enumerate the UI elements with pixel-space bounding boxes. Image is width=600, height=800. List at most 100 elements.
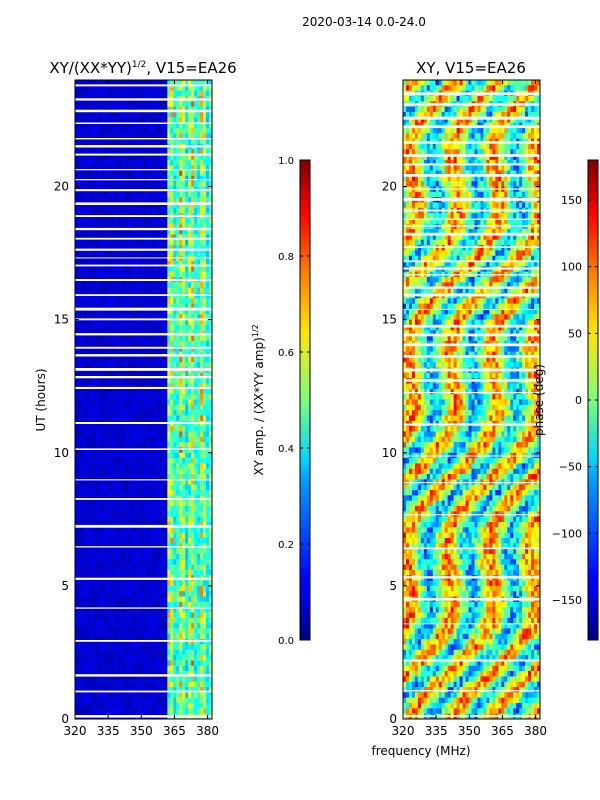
heatmap-cell bbox=[89, 644, 94, 651]
heatmap-cell bbox=[179, 458, 183, 464]
heatmap-cell bbox=[119, 111, 124, 118]
heatmap-cell bbox=[206, 468, 210, 475]
heatmap-cell bbox=[167, 426, 171, 432]
heatmap-cell bbox=[164, 447, 168, 454]
heatmap-cell bbox=[104, 479, 109, 486]
heatmap-cell bbox=[197, 106, 201, 113]
heatmap-cell bbox=[176, 362, 180, 368]
heatmap-cell bbox=[191, 335, 195, 342]
heatmap-cell bbox=[101, 80, 106, 86]
heatmap-cell bbox=[200, 644, 204, 651]
heatmap-cell bbox=[149, 474, 153, 480]
heatmap-cell bbox=[200, 410, 204, 416]
heatmap-cell bbox=[125, 229, 130, 235]
heatmap-cell bbox=[98, 436, 103, 443]
heatmap-cell bbox=[209, 218, 212, 225]
heatmap-cell bbox=[203, 250, 207, 257]
heatmap-cell bbox=[125, 372, 130, 379]
heatmap-cell bbox=[173, 532, 177, 539]
heatmap-cell bbox=[86, 506, 91, 512]
heatmap-cell bbox=[185, 218, 189, 225]
heatmap-cell bbox=[164, 388, 168, 395]
heatmap-cell bbox=[164, 308, 168, 315]
heatmap-cell bbox=[119, 314, 124, 321]
heatmap-cell bbox=[167, 218, 171, 225]
heatmap-cell bbox=[83, 490, 88, 496]
heatmap-cell bbox=[128, 335, 132, 342]
heatmap-cell bbox=[104, 122, 109, 129]
heatmap-cell bbox=[77, 585, 82, 592]
heatmap-cell bbox=[185, 399, 189, 406]
heatmap-cell bbox=[170, 239, 174, 246]
heatmap-cell bbox=[170, 633, 174, 640]
heatmap-cell bbox=[107, 479, 112, 486]
heatmap-cell bbox=[203, 516, 207, 523]
heatmap-cell bbox=[143, 170, 147, 177]
heatmap-cell bbox=[83, 245, 88, 251]
heatmap-cell bbox=[206, 314, 210, 321]
heatmap-cell bbox=[140, 303, 144, 310]
heatmap-cell bbox=[134, 404, 138, 411]
heatmap-cell bbox=[164, 649, 168, 656]
heatmap-cell bbox=[188, 127, 192, 134]
heatmap-cell bbox=[209, 271, 212, 278]
heatmap-cell bbox=[203, 591, 207, 597]
heatmap-cell bbox=[158, 191, 162, 198]
heatmap-cell bbox=[185, 537, 189, 544]
heatmap-cell bbox=[134, 532, 138, 539]
heatmap-cell bbox=[194, 548, 198, 555]
heatmap-cell bbox=[80, 452, 85, 459]
heatmap-cell bbox=[182, 596, 186, 603]
heatmap-cell bbox=[164, 117, 168, 124]
heatmap-cell bbox=[98, 655, 103, 661]
heatmap-cell bbox=[197, 127, 201, 134]
heatmap-cell bbox=[200, 394, 204, 400]
heatmap-cell bbox=[194, 314, 198, 321]
heatmap-cell bbox=[128, 197, 132, 203]
heatmap-cell bbox=[152, 133, 156, 139]
heatmap-cell bbox=[98, 564, 103, 571]
heatmap-cell bbox=[182, 415, 186, 422]
heatmap-cell bbox=[83, 532, 88, 539]
heatmap-cell bbox=[152, 452, 156, 459]
heatmap-cell bbox=[128, 564, 132, 571]
heatmap-cell bbox=[86, 202, 91, 209]
heatmap-cell bbox=[89, 90, 94, 97]
heatmap-cell bbox=[125, 271, 130, 278]
heatmap-cell bbox=[146, 250, 150, 257]
heatmap-cell bbox=[143, 580, 147, 587]
heatmap-cell bbox=[146, 447, 150, 454]
heatmap-cell bbox=[173, 159, 177, 166]
heatmap-cell bbox=[197, 410, 201, 416]
heatmap-cell bbox=[191, 633, 195, 640]
heatmap-cell bbox=[188, 165, 192, 171]
heatmap-cell bbox=[77, 399, 82, 406]
heatmap-cell bbox=[197, 218, 201, 225]
heatmap-cell bbox=[119, 612, 124, 619]
heatmap-cell bbox=[197, 468, 201, 475]
heatmap-cell bbox=[80, 490, 85, 496]
heatmap-cell bbox=[104, 559, 109, 565]
heatmap-cell bbox=[134, 362, 138, 368]
heatmap-cell bbox=[75, 197, 79, 203]
heatmap-cell bbox=[128, 362, 132, 368]
heatmap-cell bbox=[170, 452, 174, 459]
heatmap-cell bbox=[92, 633, 97, 640]
heatmap-cell bbox=[140, 266, 144, 273]
heatmap-cell bbox=[146, 644, 150, 651]
heatmap-cell bbox=[146, 527, 150, 534]
heatmap-cell bbox=[92, 314, 97, 321]
heatmap-cell bbox=[170, 80, 174, 86]
heatmap-cell bbox=[191, 623, 195, 629]
heatmap-cell bbox=[95, 655, 100, 661]
heatmap-cell bbox=[80, 149, 85, 155]
heatmap-cell bbox=[98, 447, 103, 454]
heatmap-cell bbox=[101, 458, 106, 464]
heatmap-cell bbox=[197, 181, 201, 187]
heatmap-cell bbox=[182, 245, 186, 251]
heatmap-cell bbox=[80, 314, 85, 321]
heatmap-cell bbox=[167, 106, 171, 113]
heatmap-cell bbox=[164, 431, 168, 438]
heatmap-cell bbox=[182, 442, 186, 448]
heatmap-cell bbox=[164, 585, 168, 592]
